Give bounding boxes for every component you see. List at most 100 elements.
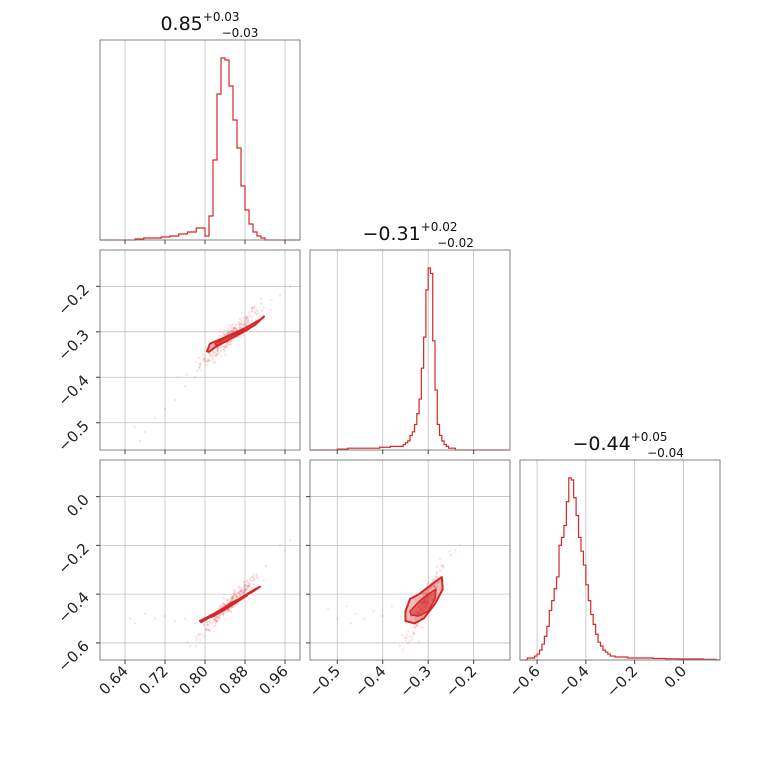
scatter-point	[246, 580, 249, 584]
scatter-point	[240, 326, 243, 329]
histogram-3	[520, 477, 720, 661]
scatter-point	[238, 594, 242, 597]
scatter-point	[197, 356, 201, 359]
scatter-point	[183, 385, 187, 388]
scatter-point	[222, 333, 226, 336]
scatter-point	[233, 592, 237, 596]
scatter-point	[227, 607, 230, 611]
scatter-point	[410, 635, 414, 638]
scatter-point	[205, 360, 208, 364]
scatter-point	[434, 583, 437, 586]
scatter-point	[246, 584, 250, 588]
title-value: −0.44	[572, 433, 630, 455]
scatter-point	[269, 308, 273, 312]
scatter-point	[242, 587, 246, 590]
scatter-point	[217, 334, 220, 338]
scatter-point	[242, 591, 245, 595]
scatter-point	[238, 317, 241, 321]
scatter-point	[228, 341, 231, 344]
scatter-point	[248, 585, 251, 589]
scatter-point	[196, 369, 199, 372]
scatter-point	[226, 610, 230, 613]
scatter-point	[243, 587, 247, 590]
scatter-point	[217, 617, 221, 620]
scatter-point	[153, 617, 157, 620]
scatter-point	[237, 591, 241, 594]
scatter-point	[242, 334, 245, 337]
scatter-point	[209, 353, 213, 357]
scatter-point	[213, 361, 216, 365]
scatter-point	[245, 322, 248, 325]
scatter-point	[250, 576, 253, 579]
scatter-point	[398, 644, 402, 647]
scatter-point	[219, 347, 223, 350]
scatter-point	[213, 618, 217, 622]
scatter-point	[243, 583, 247, 586]
scatter-point	[230, 597, 234, 600]
scatter-point	[216, 349, 219, 353]
scatter-point	[246, 320, 250, 324]
scatter-point	[207, 628, 210, 631]
y-tick-label: −0.2	[54, 539, 92, 577]
scatter-point	[403, 636, 406, 640]
scatter-point	[245, 321, 248, 324]
scatter-point	[239, 589, 243, 593]
scatter-point	[243, 321, 246, 324]
scatter-point	[239, 594, 242, 597]
scatter-point	[245, 585, 249, 588]
scatter-point	[233, 594, 237, 597]
scatter-point	[238, 323, 241, 327]
scatter-point	[240, 319, 243, 322]
scatter-point	[219, 605, 222, 608]
scatter-point	[240, 311, 244, 314]
scatter-point	[372, 610, 375, 613]
panel-title-2: −0.31+0.02	[362, 220, 457, 245]
scatter-point	[255, 312, 259, 316]
scatter-point	[215, 618, 218, 621]
scatter-point	[283, 549, 287, 552]
scatter-point	[432, 585, 436, 588]
scatter-point	[435, 571, 439, 574]
scatter-point	[237, 325, 241, 329]
scatter-point	[288, 539, 292, 542]
scatter-point	[128, 617, 132, 620]
scatter-point	[415, 618, 418, 622]
scatter-point	[425, 589, 429, 592]
scatter-point	[409, 615, 412, 619]
scatter-point	[233, 597, 237, 600]
scatter-point	[198, 366, 201, 370]
scatter-point	[414, 616, 417, 620]
scatter-point	[224, 344, 228, 348]
scatter-point	[210, 622, 214, 625]
title-plus: +0.03	[203, 10, 240, 24]
scatter-point	[257, 310, 260, 314]
y-tick-label: −0.4	[54, 588, 92, 626]
x-tick-label: 0.96	[255, 662, 291, 698]
scatter-point	[224, 603, 228, 606]
scatter-point	[243, 584, 246, 587]
scatter-point	[253, 578, 256, 581]
scatter-point	[215, 619, 218, 623]
scatter-point	[431, 578, 435, 582]
panel-frame	[99, 459, 301, 661]
x-tick-label: 0.80	[175, 662, 211, 698]
scatter-point	[234, 326, 237, 329]
scatter-point	[202, 356, 206, 360]
panel-frame	[309, 249, 511, 451]
scatter-point	[222, 601, 225, 604]
scatter-point	[423, 592, 426, 595]
scatter-point	[243, 318, 246, 322]
scatter-point	[229, 599, 233, 603]
scatter-point	[238, 591, 241, 595]
scatter-point	[240, 322, 243, 325]
scatter-point	[216, 349, 219, 352]
scatter-point	[221, 602, 224, 606]
scatter-point	[250, 310, 254, 313]
scatter-point	[250, 586, 254, 590]
scatter-point	[143, 612, 147, 615]
y-tick-label: −0.2	[54, 280, 92, 318]
scatter-point	[173, 619, 177, 623]
scatter-point	[222, 348, 226, 351]
scatter-point	[213, 618, 216, 621]
scatter-point	[205, 621, 209, 624]
